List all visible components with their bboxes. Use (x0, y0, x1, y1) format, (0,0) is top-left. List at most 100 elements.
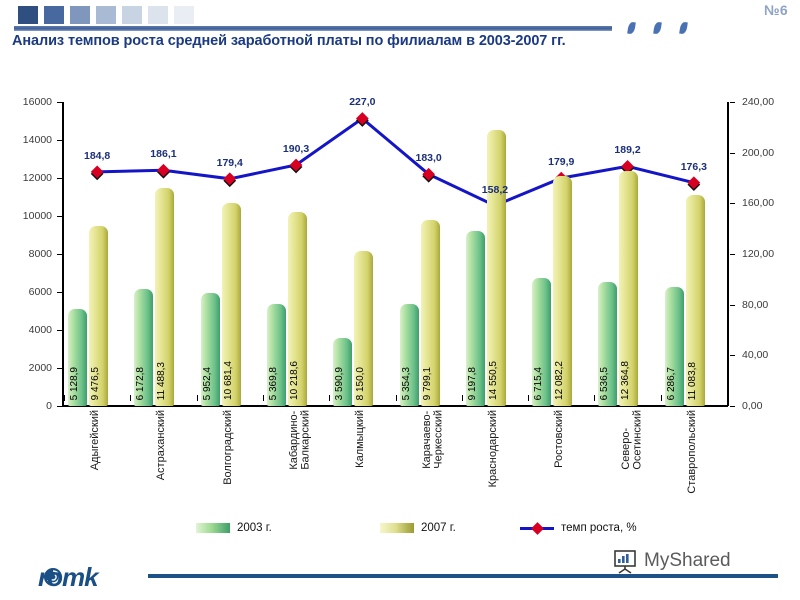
y-axis-left-tickmark (57, 406, 62, 407)
line-marker[interactable] (422, 167, 436, 181)
myshared-watermark: MyShared (612, 548, 731, 574)
bar-2003[interactable] (399, 304, 419, 406)
bar-2007[interactable] (221, 203, 241, 406)
slide-number: №6 (764, 2, 788, 18)
y-axis-right-tickmark (730, 152, 735, 154)
bar-2003-value-label: 6 286,7 (665, 366, 677, 400)
bar-2003-value-label: 9 197,8 (466, 366, 478, 400)
bar-2007-value-label: 12 082,2 (554, 361, 566, 400)
bar-2007[interactable] (354, 251, 374, 406)
bar-2007[interactable] (155, 187, 175, 406)
growth-rate-value-label: 179,4 (216, 156, 243, 169)
bar-2003[interactable] (134, 288, 154, 406)
y-axis-left: 0 2000 4000 6000 8000 10000 12000 14000 16000 (0, 92, 62, 411)
y-axis-left-tick: 10000 (22, 209, 52, 222)
x-axis-tickmark (196, 395, 198, 401)
y-axis-left-tick: 8000 (28, 247, 52, 260)
bar-2007[interactable] (89, 225, 108, 406)
bar-2003[interactable] (532, 278, 552, 406)
slide-footer: romk MyShared (0, 550, 800, 600)
x-axis-tickmark (660, 395, 662, 401)
bar-2007[interactable] (685, 195, 705, 406)
growth-rate-value-label: 227,0 (349, 96, 376, 109)
bar-group: 3 590,9 8 150,0 (329, 102, 395, 406)
y-axis-right-tickmark (730, 406, 735, 407)
x-axis-category-label: Кабардино- Балкарский (288, 410, 312, 470)
bar-2007[interactable] (553, 176, 573, 406)
y-axis-left-tickmark (57, 368, 62, 369)
bar-2007-value-label: 11 488,3 (156, 361, 168, 400)
bar-2003-value-label: 6 715,4 (533, 366, 545, 400)
line-marker[interactable] (223, 172, 237, 186)
x-axis-tickmark (594, 395, 596, 401)
x-axis-category-label: Ростовский (553, 410, 566, 468)
y-axis-left-line (62, 102, 64, 406)
x-axis-category-label: Волгоградский (221, 410, 234, 485)
y-axis-right-tick: 120,00 (742, 247, 775, 260)
bar-2003[interactable] (333, 337, 353, 406)
growth-rate-value-label: 189,2 (614, 144, 641, 157)
bar-2007[interactable] (287, 211, 307, 406)
x-axis-tickmark (130, 395, 132, 401)
legend-label: темп роста, % (561, 522, 637, 534)
bar-2007[interactable] (619, 171, 639, 406)
x-axis-category-labels: Адыгейский Астраханский Волгоградский Кабар… (64, 410, 727, 520)
y-axis-right-tick: 200,00 (742, 146, 775, 159)
header-swatch-4 (122, 6, 142, 24)
bar-group: 6 715,4 12 082,2 (528, 102, 594, 406)
growth-rate-value-label: 158,2 (481, 183, 509, 196)
bar-2007-value-label: 12 364,8 (620, 361, 632, 400)
bar-2007[interactable] (420, 219, 440, 406)
y-axis-left-tickmark (57, 216, 62, 217)
bar-2003-value-label: 3 590,9 (334, 366, 346, 400)
bar-2007-value-label: 10 681,4 (222, 361, 234, 400)
bar-group: 5 354,3 9 799,1 (396, 102, 462, 406)
romk-logo: romk (20, 560, 140, 592)
bar-2003[interactable] (465, 231, 485, 406)
x-axis-category-label: Астраханский (155, 410, 168, 481)
y-axis-left-tickmark (57, 254, 62, 255)
logo-swirl-icon (44, 568, 62, 586)
y-axis-right-tick: 240,00 (742, 95, 775, 108)
y-axis-left-tick: 6000 (28, 285, 52, 298)
bar-2003[interactable] (266, 303, 286, 406)
x-axis-tickmark (262, 395, 264, 401)
line-marker[interactable] (90, 165, 104, 179)
y-axis-left-tickmark (57, 330, 62, 331)
bar-2007-value-label: 9 799,1 (421, 366, 433, 400)
header-swatch-2 (70, 6, 90, 24)
x-axis-tickmark (461, 395, 463, 401)
bar-2003-value-label: 5 369,8 (267, 366, 279, 400)
bar-2003-value-label: 5 354,3 (400, 366, 412, 400)
y-axis-right-tickmark (730, 254, 735, 255)
bar-2007[interactable] (486, 129, 506, 406)
bar-2007-value-label: 14 550,5 (487, 361, 499, 400)
y-axis-left-tick: 12000 (22, 171, 52, 184)
line-marker[interactable] (157, 163, 170, 177)
header-swatch-0 (18, 6, 38, 24)
bar-2003[interactable] (200, 292, 220, 406)
legend-item-k2003[interactable]: 2003 г. (196, 522, 272, 534)
bar-2003[interactable] (598, 281, 618, 406)
bar-2003-value-label: 6 172,8 (135, 366, 147, 400)
x-axis-tickmark (329, 395, 331, 401)
footer-rule (148, 574, 778, 578)
header-swatch-5 (148, 6, 168, 24)
y-axis-left-tick: 16000 (22, 95, 52, 108)
x-axis-tickmark (64, 395, 65, 401)
slide-header: №6 Анализ темпов роста средней заработно… (0, 0, 800, 72)
growth-rate-value-label: 184,8 (84, 149, 111, 162)
x-axis-category-label: Адыгейский (89, 410, 102, 471)
legend-item-kline[interactable]: темп роста, % (520, 522, 637, 534)
bar-2003[interactable] (68, 308, 87, 406)
header-swatch-strip (18, 6, 194, 24)
legend-item-k2007[interactable]: 2007 г. (380, 522, 456, 534)
x-axis-tickmark (395, 395, 397, 401)
y-axis-right-tickmark (730, 355, 735, 357)
bar-group: 5 369,8 10 218,6 (263, 102, 329, 406)
bar-2007-value-label: 9 476,5 (90, 366, 101, 400)
bar-2003[interactable] (664, 286, 684, 406)
header-swatch-3 (96, 6, 116, 24)
line-marker[interactable] (355, 112, 369, 125)
y-axis-left-tick: 4000 (28, 323, 52, 336)
